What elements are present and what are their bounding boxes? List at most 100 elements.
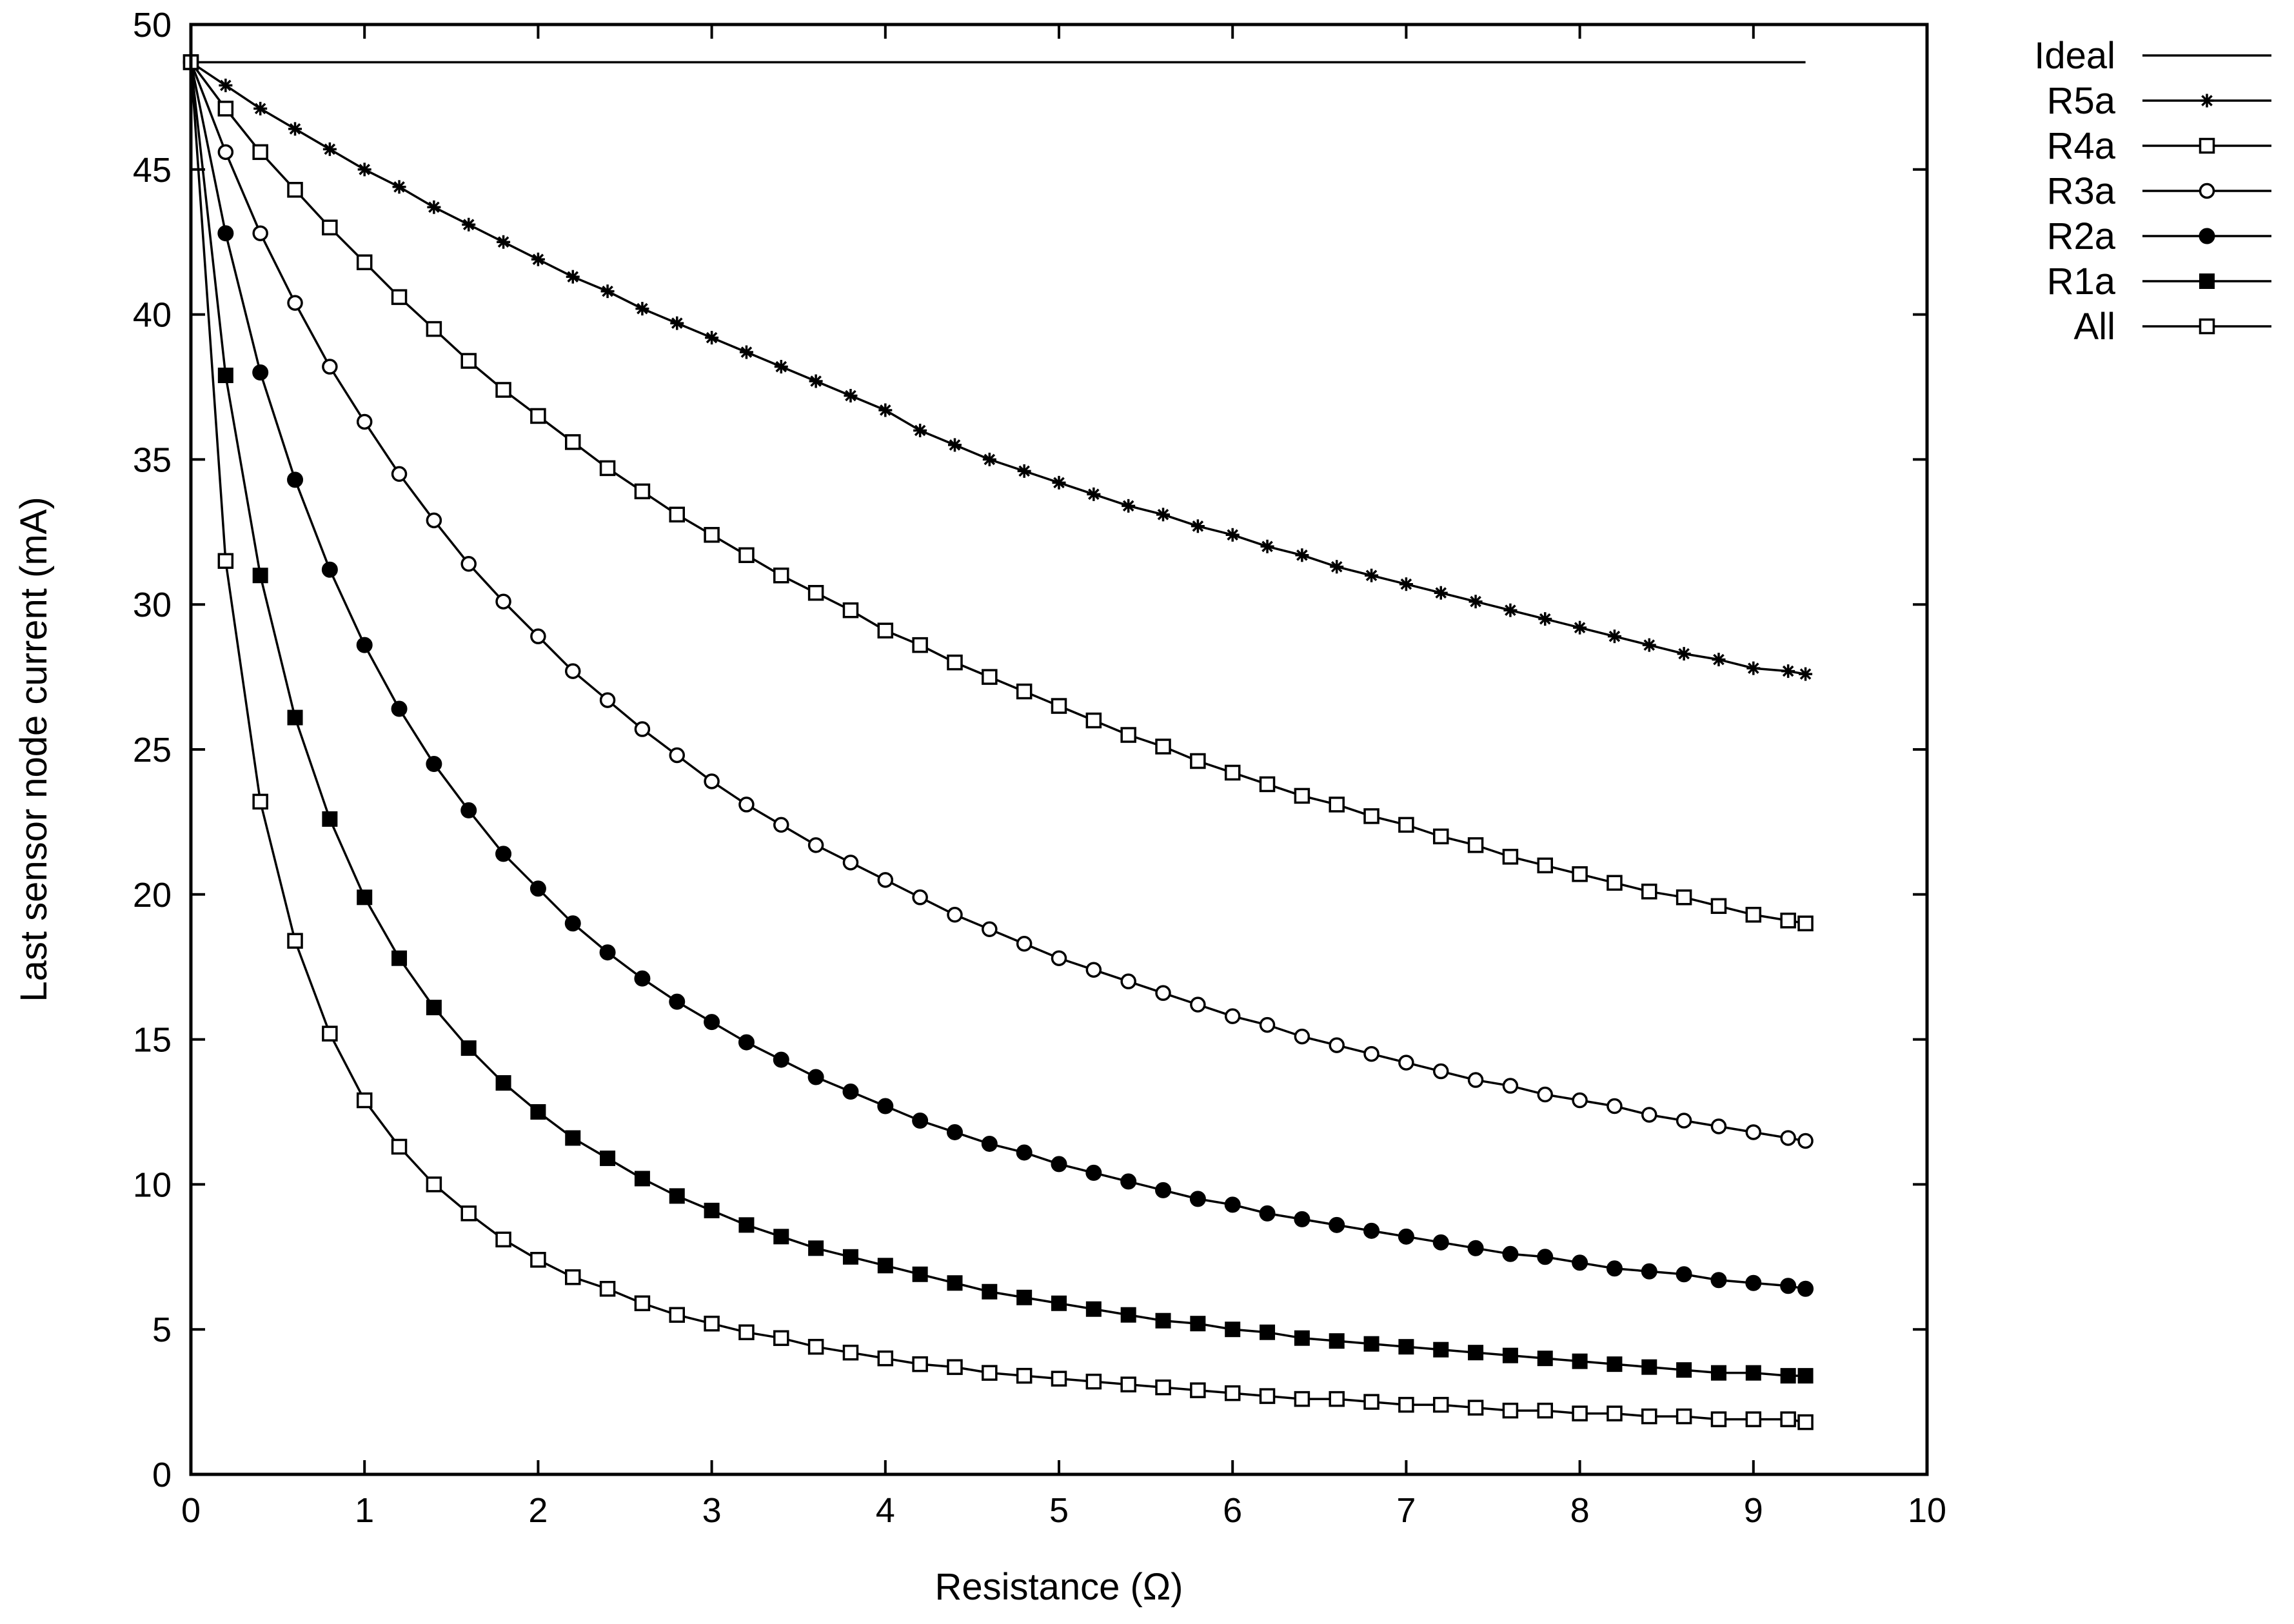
data-point-r4a	[1607, 875, 1623, 891]
data-point-all	[1641, 1408, 1657, 1425]
data-point-r5a	[1573, 620, 1587, 635]
data-point-r5a	[1225, 528, 1240, 542]
data-point-r4a	[1224, 764, 1241, 781]
data-point-r5a	[809, 374, 823, 388]
y-tick-label: 50	[133, 6, 172, 45]
data-point-r1a	[217, 368, 233, 384]
data-point-r1a	[1433, 1342, 1449, 1358]
data-point-all	[356, 1092, 373, 1109]
data-point-r1a	[1468, 1345, 1484, 1361]
data-point-r4a	[947, 654, 963, 671]
data-point-r1a	[1363, 1336, 1379, 1352]
data-point-r2a	[1432, 1234, 1449, 1251]
data-point-r1a	[669, 1188, 685, 1204]
data-point-r4a	[599, 460, 616, 477]
data-point-all	[530, 1252, 546, 1268]
y-tick-label: 35	[133, 441, 172, 479]
data-point-r3a	[530, 628, 546, 644]
legend-marker	[2199, 273, 2215, 289]
data-point-r4a	[1467, 837, 1484, 853]
data-point-all	[1155, 1379, 1171, 1396]
data-point-r2a	[1780, 1278, 1797, 1294]
data-point-r3a	[217, 144, 234, 161]
data-point-all	[842, 1344, 859, 1361]
data-point-r4a	[1016, 683, 1033, 700]
data-point-r5a	[774, 360, 788, 374]
data-point-r4a	[460, 353, 477, 369]
data-point-r1a	[842, 1249, 858, 1265]
data-point-r4a	[1797, 915, 1814, 932]
data-point-all	[1467, 1400, 1484, 1416]
data-point-r3a	[1607, 1098, 1623, 1114]
data-point-r5a	[392, 180, 406, 194]
data-point-all	[1224, 1385, 1241, 1401]
data-point-r4a	[912, 637, 928, 653]
data-point-r4a	[1432, 828, 1449, 845]
data-point-r4a	[982, 669, 998, 685]
data-point-r4a	[1641, 884, 1657, 900]
y-tick-label: 5	[152, 1311, 172, 1349]
data-point-r5a	[1642, 638, 1656, 652]
data-point-r1a	[1676, 1362, 1692, 1378]
series-r5a	[184, 55, 1813, 681]
data-point-r4a	[1259, 776, 1276, 793]
data-point-r3a	[1432, 1063, 1449, 1080]
data-point-all	[634, 1295, 651, 1311]
data-point-all	[807, 1338, 824, 1355]
data-point-r1a	[912, 1266, 928, 1282]
data-point-r1a	[1780, 1368, 1796, 1384]
data-point-r4a	[495, 382, 511, 398]
data-point-r2a	[738, 1034, 755, 1051]
legend-label: R3a	[2047, 170, 2116, 212]
data-point-all	[1190, 1382, 1206, 1398]
x-axis-title: Resistance (Ω)	[934, 1566, 1183, 1608]
data-point-r2a	[1259, 1205, 1276, 1222]
data-point-r3a	[773, 817, 789, 833]
data-point-r3a	[1676, 1113, 1692, 1129]
data-point-r4a	[1710, 898, 1727, 915]
y-tick-label: 10	[133, 1165, 172, 1204]
data-point-r5a	[1799, 667, 1813, 681]
data-point-r5a	[844, 388, 858, 402]
data-point-r1a	[1329, 1333, 1345, 1349]
data-point-r3a	[426, 512, 442, 529]
data-point-r2a	[460, 802, 477, 818]
data-point-r2a	[1710, 1272, 1727, 1289]
data-point-r4a	[1572, 866, 1588, 882]
data-point-r3a	[1780, 1130, 1796, 1146]
data-point-r4a	[391, 289, 408, 305]
data-point-r3a	[322, 359, 338, 375]
data-point-r1a	[982, 1283, 998, 1300]
data-point-all	[1502, 1402, 1519, 1419]
data-point-r2a	[1016, 1144, 1033, 1161]
data-point-r3a	[1710, 1118, 1727, 1134]
data-point-r2a	[877, 1098, 894, 1114]
x-tick-label: 8	[1570, 1491, 1590, 1530]
data-point-r3a	[1398, 1055, 1414, 1071]
data-point-r5a	[1781, 664, 1795, 678]
data-point-r2a	[426, 755, 442, 772]
x-tick-label: 5	[1049, 1491, 1069, 1530]
legend-label: All	[2074, 306, 2115, 348]
data-point-r2a	[842, 1084, 859, 1100]
data-point-r4a	[669, 506, 686, 523]
data-point-all	[982, 1365, 998, 1381]
data-point-r3a	[287, 295, 303, 311]
legend-marker	[2199, 137, 2215, 154]
data-point-r2a	[252, 364, 269, 381]
data-point-r4a	[356, 254, 373, 270]
data-point-r2a	[1676, 1266, 1692, 1283]
data-point-r4a	[1051, 698, 1067, 714]
x-tick-label: 6	[1223, 1491, 1242, 1530]
data-point-all	[217, 553, 234, 569]
data-point-all	[426, 1176, 442, 1193]
data-point-r5a	[322, 142, 337, 156]
data-point-r1a	[391, 950, 408, 966]
data-point-r3a	[1502, 1078, 1519, 1094]
data-point-r3a	[1572, 1092, 1588, 1109]
data-point-r5a	[1260, 539, 1274, 553]
data-point-r4a	[426, 321, 442, 337]
data-point-r5a	[635, 302, 649, 316]
data-point-all	[599, 1281, 616, 1297]
